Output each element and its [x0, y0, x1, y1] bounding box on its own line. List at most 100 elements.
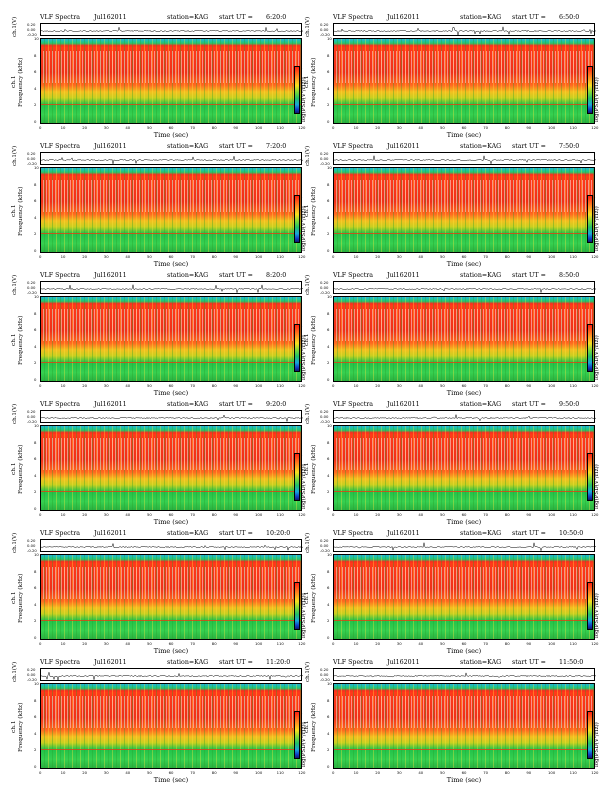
- timeseries-ylabel: ch.1(V): [12, 403, 18, 424]
- spectrogram-ylabel-channel: ch.1: [11, 591, 17, 605]
- timeseries-tick: 0.20: [27, 667, 36, 672]
- spectrogram-heatmap: [40, 554, 302, 640]
- spectrogram-panel: VLF Spectra Jul162011 station=KAG start UT …: [303, 272, 600, 400]
- spectrogram-ylabel: ch.1 Frequency (kHz): [11, 560, 29, 636]
- frequency-tick: 8: [327, 310, 330, 316]
- time-tick: 70: [190, 383, 196, 388]
- colorbar-tick: -: [301, 755, 303, 759]
- timeseries-svg: [41, 671, 303, 681]
- spectrogram-ylabel: ch.1 Frequency (kHz): [304, 560, 322, 636]
- frequency-tick: 4: [34, 343, 37, 349]
- spectrogram-band: [334, 619, 594, 622]
- time-tick: 100: [255, 641, 263, 646]
- time-tick: 120: [591, 512, 599, 517]
- colorbar-tick: -: [594, 626, 596, 630]
- colorbar-tick: -: [594, 453, 596, 457]
- panel-start-ut: 11:50:0: [559, 659, 584, 666]
- frequency-tick: 0: [34, 764, 37, 769]
- frequency-tick: 10: [327, 36, 332, 41]
- timeseries-svg: [334, 672, 596, 678]
- panel-start-ut: 7:50:0: [559, 143, 580, 150]
- spectrogram-ylabel: ch.1 Frequency (kHz): [11, 44, 29, 120]
- frequency-tick: 8: [34, 52, 37, 58]
- time-tick: 50: [440, 125, 445, 130]
- time-tick: 40: [125, 383, 131, 388]
- time-tick: 50: [147, 770, 152, 775]
- spectrogram-ylabel-frequency: Frequency (kHz): [311, 186, 317, 236]
- frequency-tick: 10: [327, 294, 332, 299]
- time-tick: 120: [298, 383, 306, 388]
- timeseries-trace: [41, 155, 303, 165]
- time-tick: 100: [548, 641, 556, 646]
- timeseries-trace: [334, 672, 596, 678]
- spectrogram-ylabel-channel: ch.1: [11, 333, 17, 347]
- panel-header: VLF Spectra Jul162011 station=KAG start UT …: [40, 530, 306, 539]
- colorbar: [587, 582, 593, 630]
- panel-start-prefix: start UT =: [512, 401, 546, 408]
- time-tick: 90: [233, 254, 239, 259]
- spectrogram-ylabel-frequency: Frequency (kHz): [311, 444, 317, 494]
- time-tick: 80: [504, 254, 510, 259]
- frequency-tick: 2: [34, 231, 37, 237]
- time-tick: 50: [147, 641, 152, 646]
- time-tick: 110: [276, 770, 284, 775]
- colorbar-tick: -: [594, 755, 596, 759]
- time-tick: 60: [461, 383, 467, 388]
- spectrogram-ylabel-frequency: Frequency (kHz): [311, 702, 317, 752]
- timeseries-trace: [334, 287, 596, 294]
- spectrogram-band: [334, 103, 594, 106]
- panel-title: VLF Spectra: [333, 272, 373, 279]
- panel-date: Jul162011: [387, 272, 420, 279]
- time-tick: 10: [60, 770, 66, 775]
- spectrogram-heatmap: [333, 554, 595, 640]
- frequency-tick: 8: [327, 52, 330, 58]
- timeseries-plot: [333, 539, 596, 552]
- spectrogram-heatmap: [40, 425, 302, 511]
- colorbar-label: log(PSD(V²/Hz)): [594, 206, 600, 251]
- time-tick: 100: [548, 125, 556, 130]
- spectrogram-heatmap: [333, 425, 595, 511]
- timeseries-tick: 0.20: [320, 667, 329, 672]
- time-tick: 10: [353, 512, 359, 517]
- time-tick: 80: [504, 512, 510, 517]
- spectrogram-speck: [334, 308, 594, 341]
- timeseries-tick: 0.20: [320, 409, 329, 414]
- panel-header: VLF Spectra Jul162011 station=KAG start UT …: [333, 401, 599, 410]
- spectrogram-heatmap: [333, 683, 595, 769]
- timeseries-trace: [41, 284, 303, 294]
- spectrogram-panel: VLF Spectra Jul162011 station=KAG start UT …: [303, 530, 600, 658]
- time-tick: 50: [147, 254, 152, 259]
- spectrogram-panel: VLF Spectra Jul162011 station=KAG start UT …: [10, 272, 307, 400]
- time-axis-label: Time (sec): [153, 647, 189, 655]
- spectrogram-ylabel-frequency: Frequency (kHz): [18, 57, 24, 107]
- timeseries-trace: [41, 414, 303, 423]
- time-tick: 60: [461, 254, 467, 259]
- timeseries-trace: [41, 671, 303, 681]
- panel-header: VLF Spectra Jul162011 station=KAG start UT …: [40, 272, 306, 281]
- panel-start-prefix: start UT =: [219, 14, 253, 21]
- panel-header: VLF Spectra Jul162011 station=KAG start UT …: [333, 143, 599, 152]
- panel-start-ut: 10:20:0: [266, 530, 291, 537]
- time-tick: 30: [396, 383, 402, 388]
- spectrogram-ylabel-frequency: Frequency (kHz): [18, 444, 24, 494]
- time-tick: 90: [233, 512, 239, 517]
- colorbar-tick: -: [301, 239, 303, 243]
- frequency-tick: 0: [327, 119, 330, 124]
- frequency-tick: 2: [327, 747, 330, 753]
- timeseries-tick: 0.00: [320, 672, 329, 677]
- time-tick: 90: [526, 125, 532, 130]
- time-tick: 50: [147, 125, 152, 130]
- spectrogram-ylabel-frequency: Frequency (kHz): [311, 315, 317, 365]
- timeseries-tick: 0.20: [27, 151, 36, 156]
- colorbar-tick: -: [301, 626, 303, 630]
- colorbar-tick: -: [301, 475, 303, 479]
- time-axis-label: Time (sec): [446, 647, 482, 655]
- time-axis-label: Time (sec): [446, 260, 482, 268]
- timeseries-tick: -0.20: [27, 290, 37, 295]
- timeseries-tick: 0.20: [27, 409, 36, 414]
- panel-date: Jul162011: [94, 530, 127, 537]
- frequency-tick: 0: [34, 119, 37, 124]
- panel-start-prefix: start UT =: [219, 659, 253, 666]
- colorbar: [294, 66, 300, 114]
- time-tick: 80: [211, 641, 217, 646]
